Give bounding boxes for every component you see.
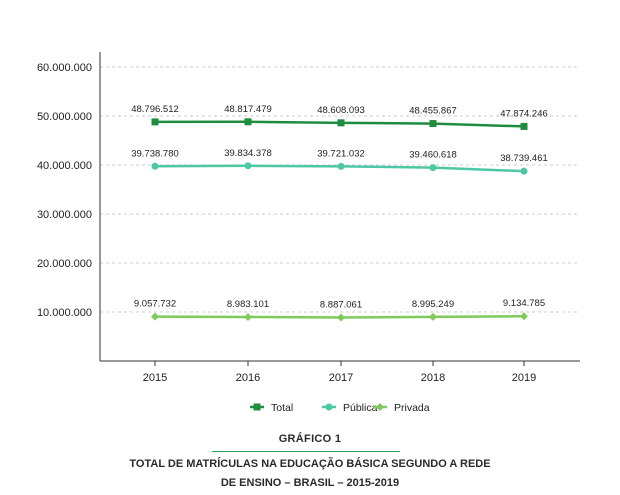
data-point (151, 118, 159, 126)
data-point (151, 162, 159, 170)
legend-marker (376, 403, 384, 411)
y-tick-label: 40.000.000 (37, 160, 92, 172)
data-point (520, 167, 528, 175)
data-label: 8.983.101 (227, 299, 269, 310)
data-point (244, 118, 252, 126)
data-point (337, 313, 345, 322)
y-tick-label: 10.000.000 (37, 307, 92, 319)
axes: 10.000.000 20.000.000 30.000.000 40.000.000… (37, 52, 580, 384)
data-label: 9.134.785 (503, 298, 545, 309)
data-point (429, 120, 437, 128)
x-tick-label: 2015 (143, 372, 167, 384)
data-label: 9.057.732 (134, 299, 176, 310)
data-point (429, 164, 437, 172)
data-label: 48.608.093 (317, 105, 365, 116)
legend-label: Total (271, 402, 293, 414)
data-label: 48.796.512 (131, 104, 179, 115)
x-tick-label: 2018 (421, 372, 445, 384)
x-tick-label: 2017 (329, 372, 353, 384)
data-label: 48.817.479 (224, 104, 272, 115)
y-tick-label: 30.000.000 (37, 209, 92, 221)
caption-divider (212, 451, 400, 452)
x-tick-label: 2019 (512, 372, 536, 384)
legend-label: Pública (343, 402, 378, 414)
y-tick-label: 50.000.000 (37, 111, 92, 123)
y-tick-label: 20.000.000 (37, 258, 92, 270)
data-label: 39.460.618 (409, 150, 457, 161)
data-label: 8.995.249 (412, 299, 454, 310)
data-label: 48.455.867 (409, 106, 457, 117)
data-point (520, 312, 528, 321)
y-tick-label: 60.000.000 (37, 62, 92, 74)
data-label: 39.834.378 (224, 148, 272, 159)
chart-caption-title-line-1: TOTAL DE MATRÍCULAS NA EDUCAÇÃO BÁSICA S… (129, 458, 491, 470)
data-point (520, 122, 528, 130)
data-point (429, 312, 437, 321)
legend: Total Pública Privada (250, 402, 430, 414)
data-label: 8.887.061 (320, 299, 362, 310)
chart-caption-title-line-2: DE ENSINO – BRASIL – 2015-2019 (220, 477, 400, 489)
series-lines (151, 118, 528, 322)
data-point (337, 162, 345, 170)
legend-marker (253, 403, 261, 411)
data-label: 39.721.032 (317, 148, 365, 159)
data-point (337, 119, 345, 127)
legend-label: Privada (394, 402, 430, 414)
legend-marker (325, 403, 333, 411)
data-point (244, 312, 252, 321)
data-label: 39.738.780 (131, 148, 179, 159)
data-label: 47.874.246 (500, 108, 548, 119)
data-labels: 48.796.512 48.817.479 48.608.093 48.455.867… (131, 104, 548, 311)
chart-caption-label: GRÁFICO 1 (278, 433, 342, 445)
data-label: 38.739.461 (500, 153, 548, 164)
data-point (151, 312, 159, 321)
x-tick-label: 2016 (236, 372, 260, 384)
data-point (244, 162, 252, 170)
